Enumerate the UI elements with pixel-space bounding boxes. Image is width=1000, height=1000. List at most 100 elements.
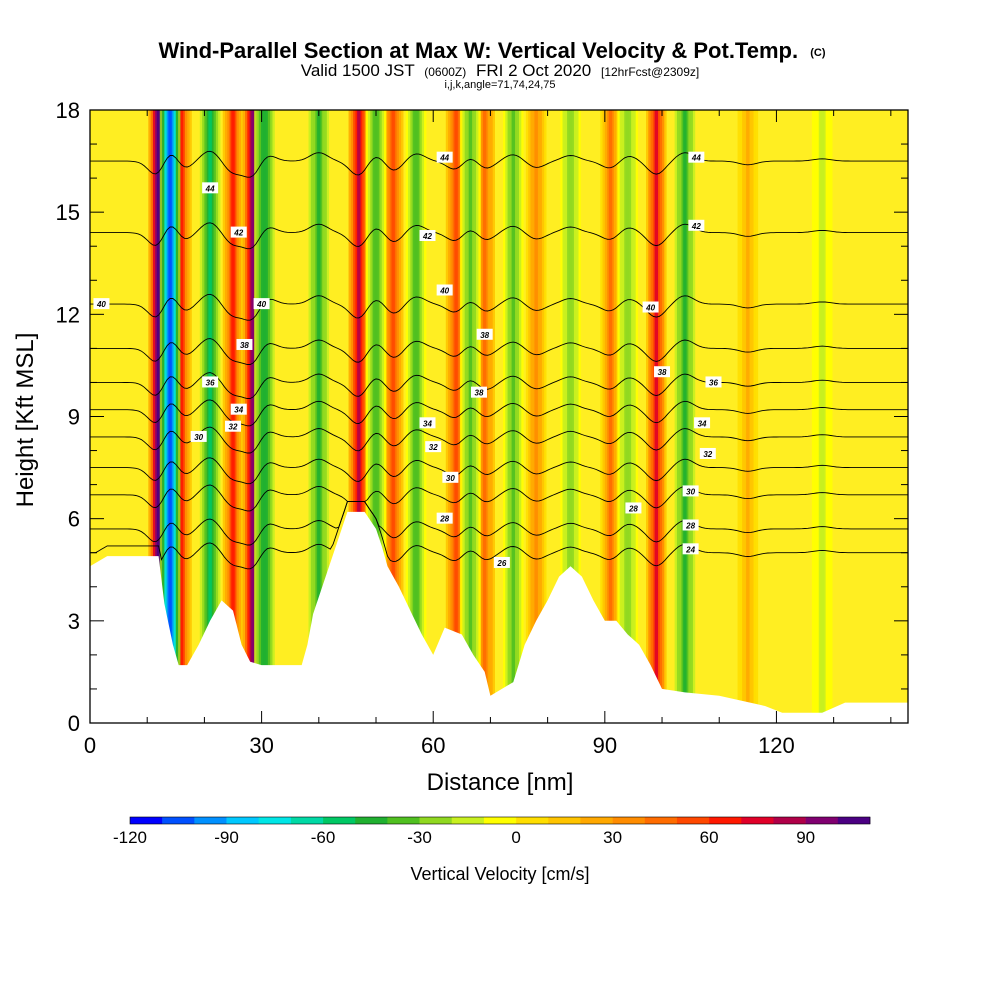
contour-label-text: 30 xyxy=(194,433,203,442)
colorbar-tick-label: -30 xyxy=(407,828,432,847)
contour-label-text: 24 xyxy=(685,545,695,554)
contour-label-bg xyxy=(436,284,453,296)
contour-label-bg xyxy=(682,519,699,531)
isentrope-26 xyxy=(90,501,908,546)
isentrope-38 xyxy=(90,338,908,365)
contour-label-1: 42 xyxy=(230,226,247,238)
contour-label-10: 42 xyxy=(419,230,436,242)
contour-label-bg xyxy=(425,441,442,453)
contour-label-17: 28 xyxy=(436,512,453,524)
velocity-band-down-22-4 xyxy=(683,110,687,723)
contour-label-text: 42 xyxy=(233,229,243,238)
colorbar-swatch xyxy=(741,817,774,824)
velocity-band-up-8-4 xyxy=(534,110,538,723)
y-tick-label: 18 xyxy=(56,98,80,123)
contour-label-text: 34 xyxy=(423,419,432,428)
contour-label-bg xyxy=(202,376,219,388)
contour-label-bg xyxy=(436,512,453,524)
x-tick-label: 60 xyxy=(421,733,445,758)
y-tick-label: 0 xyxy=(68,711,80,736)
velocity-band-down-15-4 xyxy=(317,110,321,723)
velocity-band-down-23-4 xyxy=(820,110,824,723)
contour-label-13: 38 xyxy=(470,386,487,398)
colorbar-swatch xyxy=(516,817,549,824)
x-tick-label: 120 xyxy=(758,733,795,758)
y-tick-label: 12 xyxy=(56,302,80,327)
contour-label-5: 36 xyxy=(202,376,219,388)
velocity-band-down-21-4 xyxy=(625,110,630,723)
contour-label-22: 38 xyxy=(654,366,671,378)
contour-label-text: 38 xyxy=(240,341,249,350)
contour-label-20: 42 xyxy=(688,219,705,231)
contour-label-text: 30 xyxy=(686,487,695,496)
colorbar-swatch xyxy=(773,817,806,824)
y-tick-label: 6 xyxy=(68,507,80,532)
x-tick-label: 30 xyxy=(249,733,273,758)
colorbar-tick-label: 30 xyxy=(603,828,622,847)
velocity-band-up-11-4 xyxy=(746,110,750,723)
contour-label-text: 38 xyxy=(658,368,667,377)
contour-label-bg xyxy=(436,151,453,163)
velocity-band-up-5-4 xyxy=(391,110,395,723)
colorbar-swatch xyxy=(194,817,227,824)
contour-label-bg xyxy=(642,301,659,313)
contour-label-text: 42 xyxy=(422,232,432,241)
contour-label-bg xyxy=(705,376,722,388)
colorbar-swatch xyxy=(419,817,453,824)
chart-subtitle-indices: i,j,k,angle=71,74,24,75 xyxy=(444,79,555,91)
contour-label-text: 38 xyxy=(480,331,489,340)
contour-label-bg xyxy=(93,298,110,310)
contour-label-text: 28 xyxy=(685,521,695,530)
contour-label-bg xyxy=(236,338,253,350)
contour-label-text: 40 xyxy=(256,300,266,309)
y-tick-label: 9 xyxy=(68,405,80,430)
contour-label-text: 26 xyxy=(496,559,506,568)
contour-label-bg xyxy=(476,328,493,340)
contour-labels: 44 42 40 40 38 36 34 32 30 44 42 40 38 38 34 32 30 28 26 44… xyxy=(93,151,722,568)
isentrope-28 xyxy=(90,484,908,512)
contour-label-text: 34 xyxy=(698,419,707,428)
contour-label-text: 44 xyxy=(205,184,215,193)
colorbar-swatch xyxy=(323,817,356,824)
contour-label-26: 30 xyxy=(682,485,699,497)
colorbar-swatch xyxy=(709,817,742,824)
plot-area: 44 42 40 40 38 36 34 32 30 44 42 40 38 38 34 32 30 28 26 44… xyxy=(90,110,908,723)
colorbar-frame xyxy=(129,816,871,825)
colorbar-swatch xyxy=(130,817,163,824)
contour-label-6: 34 xyxy=(230,403,247,415)
contour-label-text: 42 xyxy=(691,222,701,231)
contour-label-19: 44 xyxy=(688,151,705,163)
colorbar-swatch xyxy=(226,817,259,824)
contour-label-text: 30 xyxy=(446,474,455,483)
velocity-band-down-14-4 xyxy=(262,110,267,723)
isentrope-30 xyxy=(90,457,908,485)
subtitle-date: FRI 2 Oct 2020 xyxy=(476,61,591,80)
velocity-band-up-6-4 xyxy=(454,110,458,723)
contour-label-text: 38 xyxy=(475,389,484,398)
contour-label-27: 28 xyxy=(625,502,642,514)
velocity-band-up-0-4 xyxy=(156,110,161,723)
y-axis-label: Height [Kft MSL] xyxy=(12,333,39,508)
colorbar-swatch xyxy=(355,817,388,824)
contour-label-bg xyxy=(688,219,705,231)
velocity-band-down-20-4 xyxy=(568,110,573,723)
colorbar-swatch xyxy=(162,817,195,824)
colorbar-tick-label: 0 xyxy=(511,828,520,847)
contour-label-3: 40 xyxy=(253,298,270,310)
contour-label-text: 40 xyxy=(645,304,655,313)
contour-label-bg xyxy=(230,403,247,415)
isentrope-36 xyxy=(90,372,908,399)
y-tick-label: 3 xyxy=(68,609,80,634)
velocity-band-up-4-4 xyxy=(357,110,361,723)
isentrope-34 xyxy=(90,399,908,427)
contour-label-bg xyxy=(682,485,699,497)
contour-label-9: 44 xyxy=(436,151,453,163)
contour-label-text: 32 xyxy=(429,443,438,452)
colorbar-tick-label: 60 xyxy=(700,828,719,847)
colorbar-swatch xyxy=(290,817,324,824)
contour-label-16: 30 xyxy=(442,471,459,483)
colorbar-tick-label: -120 xyxy=(113,828,147,847)
chart-subtitle: Valid 1500 JST (0600Z) FRI 2 Oct 2020 [1… xyxy=(301,61,699,80)
y-tick-label: 15 xyxy=(56,200,80,225)
